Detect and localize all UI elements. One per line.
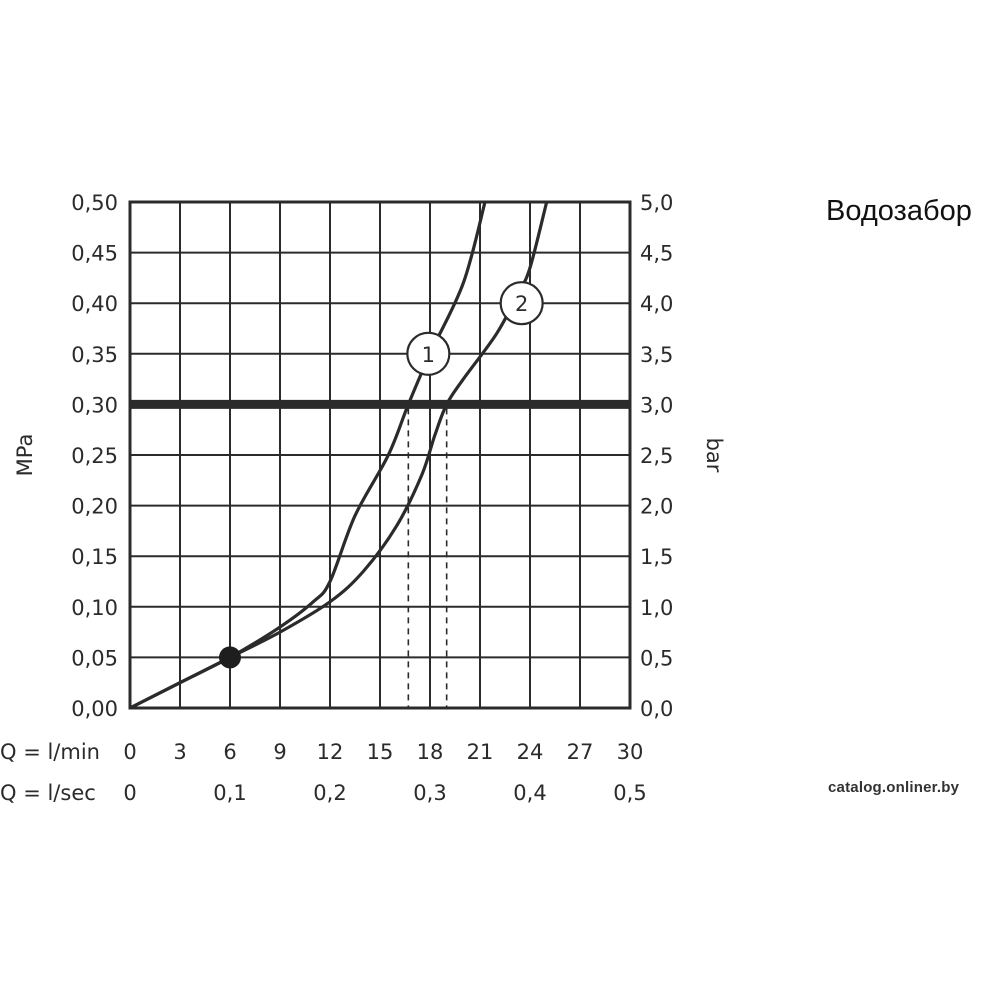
x-primary-tick-label: 24	[517, 740, 544, 764]
y-left-tick-label: 0,40	[71, 292, 118, 316]
y-right-tick-label: 1,0	[640, 596, 673, 620]
x-secondary-tick-label: 0,3	[413, 781, 446, 805]
x-primary-tick-label: 0	[123, 740, 136, 764]
x-primary-tick-label: 12	[317, 740, 344, 764]
series-label-2: 2	[515, 292, 528, 316]
x-secondary-tick-label: 0,2	[313, 781, 346, 805]
y-left-axis-label: MPa	[13, 434, 37, 477]
x-primary-tick-label: 18	[417, 740, 444, 764]
y-left-tick-label: 0,35	[71, 343, 118, 367]
y-right-tick-label: 1,5	[640, 545, 673, 569]
y-left-tick-label: 0,20	[71, 495, 118, 519]
series-label-circle-1	[406, 331, 451, 376]
x-secondary-tick-label: 0	[123, 781, 136, 805]
y-right-axis-label: bar	[702, 438, 726, 473]
y-left-tick-label: 0,15	[71, 545, 118, 569]
x-primary-tick-label: 15	[367, 740, 394, 764]
y-left-tick-label: 0,00	[71, 697, 118, 721]
y-right-tick-label: 4,0	[640, 292, 673, 316]
watermark-text: catalog.onliner.by	[828, 779, 960, 796]
plot-frame	[128, 200, 632, 710]
y-left-tick-label: 0,45	[71, 242, 118, 266]
x-primary-tick-label: 3	[173, 740, 186, 764]
y-left-tick-label: 0,25	[71, 444, 118, 468]
y-right-tick-label: 0,0	[640, 697, 673, 721]
series-label-1: 1	[422, 343, 435, 367]
y-left-tick-label: 0,30	[71, 393, 118, 417]
x-secondary-tick-label: 0,5	[613, 781, 646, 805]
y-right-tick-label: 3,5	[640, 343, 673, 367]
y-left-tick-label: 0,50	[71, 191, 118, 215]
y-right-tick-label: 5,0	[640, 191, 673, 215]
page-title: Водозабор	[826, 195, 972, 227]
series-label-circle-2	[499, 281, 544, 326]
y-right-tick-label: 2,0	[640, 495, 673, 519]
y-right-tick-label: 0,5	[640, 646, 673, 670]
x-primary-tick-label: 6	[223, 740, 236, 764]
x-secondary-tick-label: 0,1	[213, 781, 246, 805]
y-right-tick-label: 2,5	[640, 444, 673, 468]
y-left-tick-label: 0,05	[71, 646, 118, 670]
x-primary-axis-label: Q = l/min	[0, 740, 100, 764]
y-right-tick-label: 3,0	[640, 393, 673, 417]
x-primary-tick-label: 21	[467, 740, 494, 764]
marker-point	[219, 646, 241, 669]
x-primary-tick-label: 27	[567, 740, 594, 764]
y-right-tick-label: 4,5	[640, 242, 673, 266]
x-primary-tick-label: 9	[273, 740, 286, 764]
y-left-tick-label: 0,10	[71, 596, 118, 620]
x-primary-tick-label: 30	[617, 740, 644, 764]
x-secondary-axis-label: Q = l/sec	[0, 781, 96, 805]
x-secondary-tick-label: 0,4	[513, 781, 546, 805]
